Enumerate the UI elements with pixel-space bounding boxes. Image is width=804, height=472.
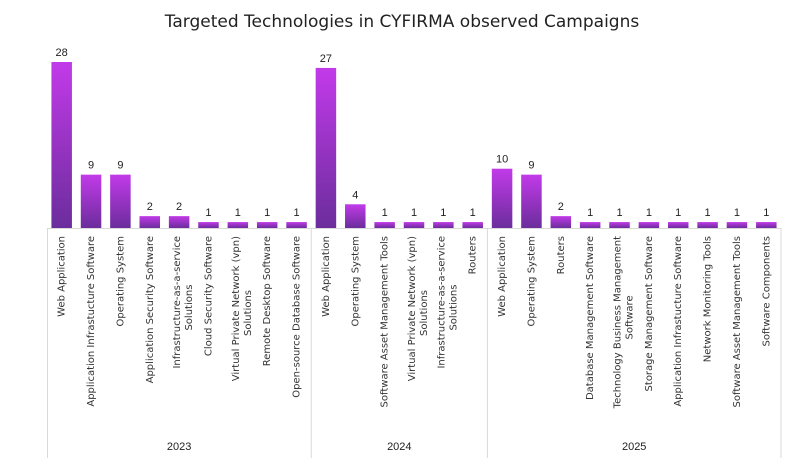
data-label: 9	[88, 160, 94, 172]
bar	[110, 174, 131, 228]
category-label: Open-source Database Software	[292, 236, 303, 398]
category-label: Web Application	[321, 236, 332, 317]
bar	[550, 216, 572, 228]
bar	[139, 216, 161, 228]
data-label: 2	[176, 201, 182, 213]
data-label: 1	[293, 207, 299, 219]
data-label: 1	[705, 207, 711, 219]
category-label: Remote Desktop Software	[262, 236, 273, 366]
data-label: 1	[675, 207, 681, 219]
bar	[315, 67, 337, 229]
bar	[726, 222, 748, 228]
data-label: 1	[235, 207, 241, 219]
data-label: 1	[470, 207, 476, 219]
category-label: Database Management Software	[585, 236, 596, 400]
data-label: 1	[264, 207, 270, 219]
category-labels-layer: Web Application Application Infrastucture…	[57, 236, 773, 409]
data-label: 1	[205, 207, 211, 219]
bar	[286, 222, 307, 228]
group-labels-layer: 2023 2024 2025	[167, 441, 647, 453]
category-label: Software Asset Management Tools	[380, 236, 391, 407]
bar	[609, 222, 630, 228]
group-label: 2023	[167, 441, 191, 453]
data-label: 1	[411, 207, 417, 219]
category-label: Routers	[556, 236, 567, 274]
bar	[491, 168, 513, 228]
category-label: Storage Management Software	[644, 236, 655, 391]
data-label: 9	[117, 160, 123, 172]
category-label: Infrastructure-as-a-serviceSolutions	[436, 236, 459, 369]
category-label: Application Security Software	[145, 236, 156, 383]
bar	[521, 174, 542, 228]
category-label: Software Asset Management Tools	[732, 236, 743, 407]
group-label: 2024	[387, 441, 411, 453]
bar	[638, 222, 660, 228]
data-label: 9	[528, 160, 534, 172]
bar	[667, 222, 689, 228]
category-label: Virtual Private Network (vpn)Solutions	[407, 236, 430, 381]
bar	[256, 222, 278, 228]
category-label: Web Application	[497, 236, 508, 317]
bar	[345, 204, 366, 228]
category-label: Web Application	[57, 236, 68, 317]
data-label: 1	[382, 207, 388, 219]
category-label: Operating System	[115, 236, 126, 326]
data-label: 4	[352, 189, 358, 201]
bar	[462, 222, 483, 228]
chart-title: Targeted Technologies in CYFIRMA observe…	[164, 12, 640, 32]
bar	[374, 222, 395, 228]
x-axis	[47, 228, 782, 458]
bar	[756, 222, 777, 228]
data-label: 10	[496, 154, 508, 166]
bar	[579, 222, 601, 228]
category-label: Routers	[468, 236, 479, 274]
bars-layer	[51, 62, 777, 229]
bar	[198, 222, 219, 228]
category-label: Cloud Security Software	[203, 236, 214, 356]
data-label: 1	[440, 207, 446, 219]
category-label: Application Infrastucture Software	[86, 236, 97, 407]
group-label: 2025	[622, 441, 646, 453]
data-label: 28	[56, 47, 68, 59]
bar	[168, 216, 190, 228]
category-label: Virtual Private Network (vpn)Solutions	[231, 236, 254, 381]
category-label: Technology Business ManagementSoftware	[613, 236, 636, 409]
bar	[51, 62, 72, 228]
category-label: Software Components	[761, 236, 772, 347]
data-label: 2	[558, 201, 564, 213]
data-label: 1	[616, 207, 622, 219]
bar	[697, 222, 718, 228]
category-label: Network Monitoring Tools	[703, 236, 714, 362]
category-label: Operating System	[526, 236, 537, 326]
data-label: 1	[734, 207, 740, 219]
data-label: 1	[763, 207, 769, 219]
data-label: 27	[320, 53, 332, 65]
category-label: Application Infrastucture Software	[673, 236, 684, 407]
bar	[403, 222, 425, 228]
data-label: 1	[646, 207, 652, 219]
bar	[433, 222, 454, 228]
bar	[227, 222, 249, 228]
data-label: 2	[147, 201, 153, 213]
bar	[80, 174, 102, 228]
data-label: 1	[587, 207, 593, 219]
category-label: Infrastructure-as-a-serviceSolutions	[172, 236, 195, 369]
category-label: Operating System	[350, 236, 361, 326]
